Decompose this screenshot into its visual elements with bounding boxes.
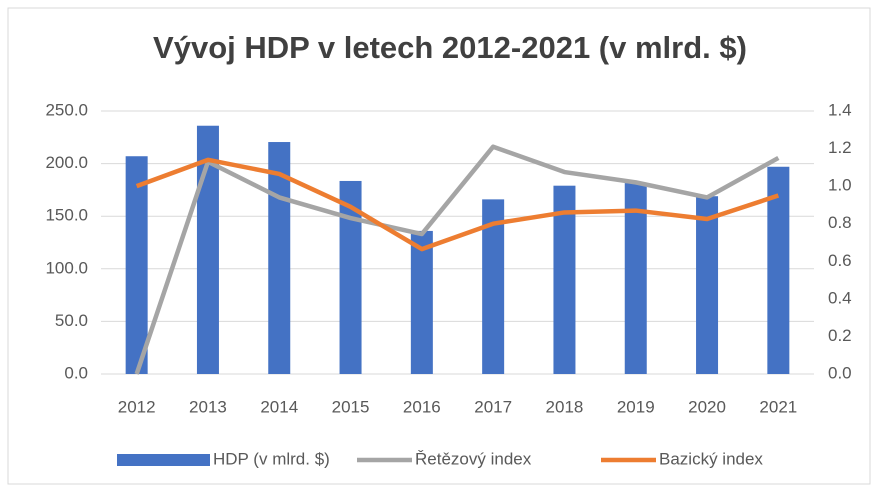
y-tick-label: 50.0 (55, 311, 88, 330)
x-tick-label: 2013 (189, 397, 227, 416)
y2-tick-label: 0.0 (828, 363, 852, 382)
x-tick-label: 2016 (403, 397, 441, 416)
bar (624, 183, 647, 374)
x-tick-label: 2015 (332, 397, 370, 416)
bar (125, 156, 148, 374)
bar (482, 199, 505, 374)
chart-frame (7, 7, 871, 485)
y-tick-label: 200.0 (45, 153, 88, 172)
line-series (135, 157, 780, 252)
y-tick-label: 250.0 (45, 100, 88, 119)
y2-tick-label: 0.6 (828, 251, 852, 270)
legend-swatch (117, 454, 210, 466)
y2-tick-label: 1.2 (828, 138, 852, 157)
y2-tick-label: 1.0 (828, 176, 852, 195)
x-tick-label: 2014 (260, 397, 298, 416)
x-tick-label: 2017 (474, 397, 512, 416)
x-tick-label: 2020 (688, 397, 726, 416)
y2-tick-label: 0.8 (828, 213, 852, 232)
bar (696, 196, 719, 374)
bar (553, 185, 576, 374)
x-tick-label: 2019 (617, 397, 655, 416)
bar (410, 230, 433, 374)
x-tick-label: 2021 (759, 397, 797, 416)
legend-label: Bazický index (659, 449, 763, 468)
y-tick-label: 100.0 (45, 258, 88, 277)
bar (196, 125, 219, 374)
y-tick-label: 0.0 (64, 363, 88, 382)
line-series (134, 144, 780, 375)
x-tick-label: 2012 (118, 397, 156, 416)
y-tick-label: 150.0 (45, 206, 88, 225)
legend-label: HDP (v mlrd. $) (213, 449, 330, 468)
chart-title: Vývoj HDP v letech 2012-2021 (v mlrd. $) (153, 30, 747, 65)
legend-label: Řetězový index (415, 449, 532, 468)
bar (767, 166, 790, 374)
y2-tick-label: 0.4 (828, 288, 852, 307)
bar (339, 180, 362, 374)
x-tick-label: 2018 (546, 397, 584, 416)
y2-tick-label: 1.4 (828, 100, 852, 119)
y2-tick-label: 0.2 (828, 326, 852, 345)
